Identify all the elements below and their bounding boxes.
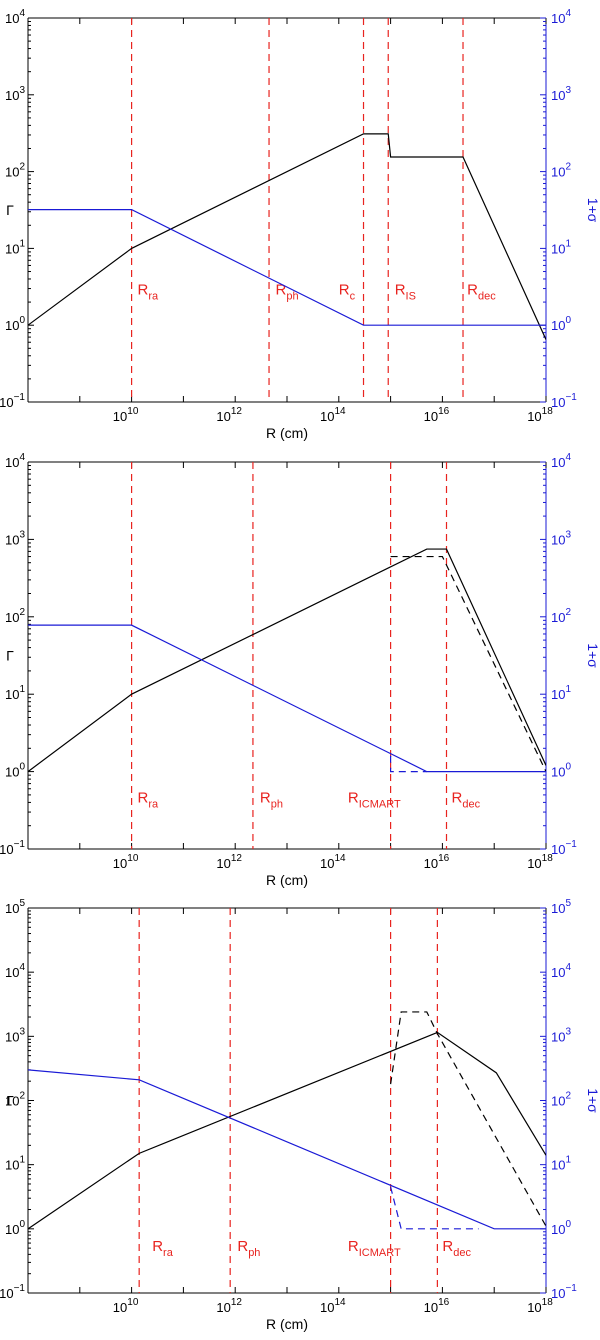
sigma-series-line xyxy=(28,209,546,326)
x-tick-label: 1010 xyxy=(113,406,139,424)
y-axis-title-right: 1+σ xyxy=(585,1088,600,1113)
y-right-tick-label: 102 xyxy=(551,1091,571,1109)
y-tick-label: 105 xyxy=(5,898,25,916)
x-tick-label: 1016 xyxy=(424,1297,450,1315)
y-right-tick-label: 103 xyxy=(551,1026,571,1044)
y-tick-label: 100 xyxy=(5,315,25,333)
y-right-tick-label: 101 xyxy=(551,1155,571,1173)
x-tick-label: 1012 xyxy=(216,1297,242,1315)
y-right-tick-label: 102 xyxy=(551,607,571,625)
x-tick-label: 1018 xyxy=(527,1297,553,1315)
y-tick-label: 100 xyxy=(5,762,25,780)
y-tick-label: 104 xyxy=(5,962,25,980)
gamma-series-line-dashed xyxy=(390,1011,546,1227)
y-tick-label: 101 xyxy=(5,684,25,702)
y-right-tick-label: 102 xyxy=(551,162,571,180)
y-tick-label: 100 xyxy=(5,1219,25,1237)
x-tick-label: 1010 xyxy=(113,853,139,871)
gamma-series-line-dashed xyxy=(390,555,546,772)
x-tick-label: 1014 xyxy=(320,1297,346,1315)
radius-marker-label: RICMART xyxy=(348,789,401,810)
x-tick-label: 1012 xyxy=(216,853,242,871)
y-axis-title-left: Γ xyxy=(6,1093,14,1109)
y-right-tick-label: 101 xyxy=(551,684,571,702)
radius-marker-label: Rc xyxy=(339,282,356,303)
radius-marker-label: Rra xyxy=(152,1238,174,1259)
radius-marker-label: Rra xyxy=(138,282,160,303)
sigma-series-line-dashed xyxy=(390,755,427,773)
y-tick-label: 10−1 xyxy=(0,1283,25,1301)
x-tick-label: 1018 xyxy=(527,853,553,871)
y-right-tick-label: 10−1 xyxy=(551,1283,577,1301)
y-right-tick-label: 103 xyxy=(551,529,571,547)
y-tick-label: 103 xyxy=(5,1026,25,1044)
y-tick-label: 103 xyxy=(5,85,25,103)
x-tick-label: 1014 xyxy=(320,406,346,424)
y-tick-label: 102 xyxy=(5,607,25,625)
gamma-series-line xyxy=(28,548,546,773)
y-right-tick-label: 101 xyxy=(551,238,571,256)
y-axis-title-right: 1+σ xyxy=(585,198,600,223)
gamma-series-line xyxy=(28,133,546,340)
sigma-series-line-dashed xyxy=(390,1186,479,1230)
x-tick-label: 1012 xyxy=(216,406,242,424)
y-right-tick-label: 10−1 xyxy=(551,392,577,410)
y-tick-label: 102 xyxy=(5,162,25,180)
x-axis-title: R (cm) xyxy=(266,425,308,441)
x-tick-label: 1016 xyxy=(424,406,450,424)
y-axis-title-left: Γ xyxy=(6,202,14,218)
y-right-tick-label: 10−1 xyxy=(551,839,577,857)
radius-marker-label: Rdec xyxy=(452,789,481,810)
y-tick-label: 101 xyxy=(5,238,25,256)
x-tick-label: 1016 xyxy=(424,853,450,871)
radius-marker-label: Rdec xyxy=(442,1238,471,1259)
radius-marker-label: RICMART xyxy=(348,1238,401,1259)
y-tick-label: 104 xyxy=(5,8,25,26)
y-axis-title-left: Γ xyxy=(6,648,14,664)
y-tick-label: 10−1 xyxy=(0,839,25,857)
y-right-tick-label: 104 xyxy=(551,452,571,470)
radius-marker-label: Rph xyxy=(276,282,299,303)
x-axis-title: R (cm) xyxy=(266,1316,308,1332)
y-tick-label: 10−1 xyxy=(0,392,25,410)
y-right-tick-label: 100 xyxy=(551,315,571,333)
y-right-tick-label: 104 xyxy=(551,8,571,26)
y-tick-label: 104 xyxy=(5,452,25,470)
x-tick-label: 1014 xyxy=(320,853,346,871)
x-axis-title: R (cm) xyxy=(266,872,308,888)
x-tick-label: 1018 xyxy=(527,406,553,424)
y-right-tick-label: 103 xyxy=(551,85,571,103)
y-tick-label: 101 xyxy=(5,1155,25,1173)
x-tick-label: 1010 xyxy=(113,1297,139,1315)
sigma-series-line xyxy=(28,1069,546,1230)
y-tick-label: 103 xyxy=(5,529,25,547)
gamma-series-line xyxy=(28,1031,546,1230)
radius-marker-label: Rra xyxy=(138,789,160,810)
radius-marker-label: RIS xyxy=(395,282,416,303)
radius-marker-label: Rdec xyxy=(467,282,496,303)
y-axis-title-right: 1+σ xyxy=(585,643,600,668)
radius-marker-label: Rph xyxy=(237,1238,260,1259)
y-right-tick-label: 105 xyxy=(551,898,571,916)
y-right-tick-label: 100 xyxy=(551,1219,571,1237)
y-right-tick-label: 104 xyxy=(551,962,571,980)
sigma-series-line xyxy=(28,624,546,773)
radius-marker-label: Rph xyxy=(260,789,283,810)
y-right-tick-label: 100 xyxy=(551,762,571,780)
